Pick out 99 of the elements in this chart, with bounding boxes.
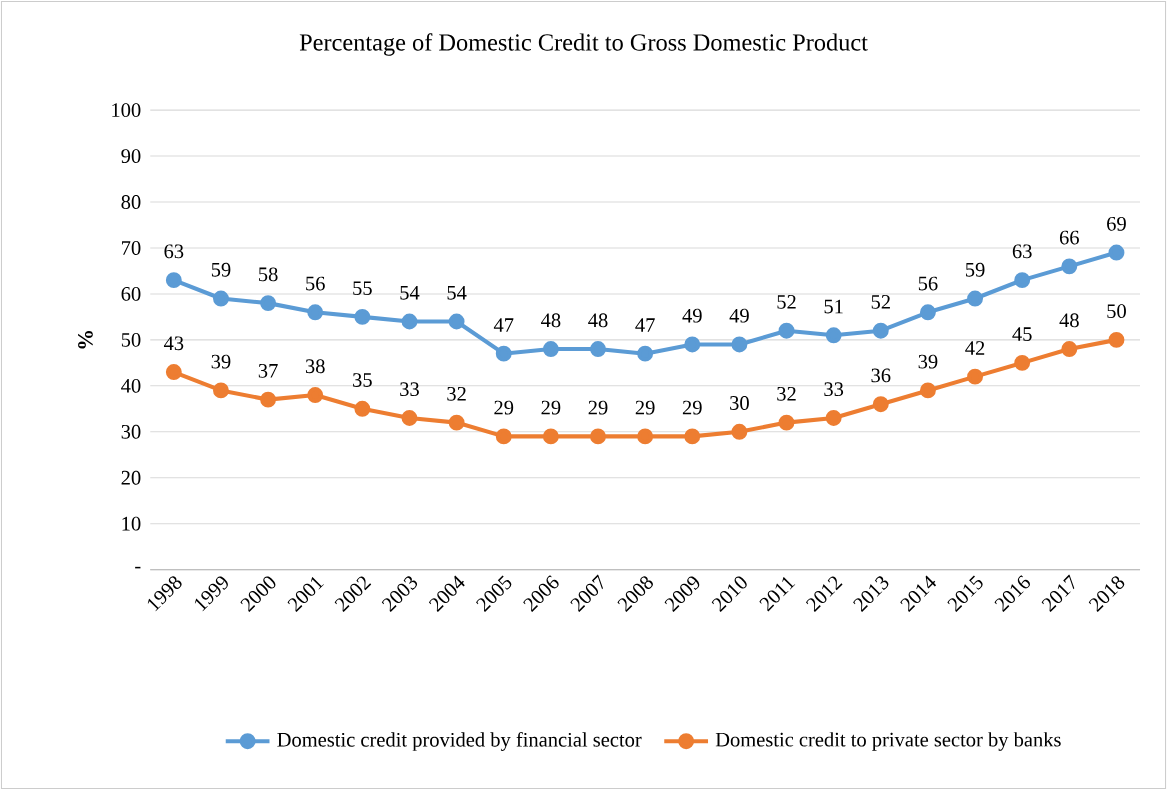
data-label: 39 (918, 354, 938, 369)
point (825, 410, 842, 426)
data-label: 49 (682, 308, 702, 323)
data-label: 56 (306, 276, 325, 291)
data-label: 29 (494, 400, 514, 415)
y-tick-label: 60 (121, 287, 141, 301)
data-label: 48 (1059, 313, 1079, 328)
point (542, 428, 559, 445)
point (1061, 258, 1078, 275)
y-tick-label: 40 (121, 378, 141, 393)
point (495, 428, 512, 445)
point (731, 423, 748, 440)
data-label: 59 (966, 262, 985, 277)
data-label: 50 (1107, 304, 1126, 319)
data-label: 49 (729, 308, 749, 323)
y-tick-label: 10 (122, 516, 141, 531)
data-label: 32 (447, 386, 466, 401)
point (1108, 244, 1125, 261)
point (731, 336, 748, 353)
data-label: 48 (588, 313, 608, 328)
data-label: 59 (211, 262, 231, 277)
data-label: 63 (164, 244, 184, 259)
point (448, 414, 465, 431)
point (260, 391, 277, 408)
data-label: 47 (493, 318, 514, 332)
data-label: 30 (730, 396, 749, 410)
data-label: 58 (259, 267, 278, 282)
point (213, 290, 229, 307)
point (967, 368, 984, 385)
y-tick-label: 100 (112, 103, 141, 118)
data-label: 69 (1107, 216, 1126, 231)
point (637, 345, 654, 362)
point (919, 382, 936, 399)
point (778, 414, 795, 431)
y-tick-label: 20 (121, 470, 141, 485)
data-label: 29 (635, 400, 655, 415)
point (260, 295, 277, 312)
y-tick-label: 80 (121, 195, 141, 209)
point (825, 327, 842, 344)
data-label: 47 (635, 318, 655, 332)
data-label: 54 (447, 285, 467, 300)
data-label: 43 (163, 336, 184, 351)
point (872, 322, 889, 339)
data-label: 33 (400, 382, 419, 397)
point (307, 387, 324, 404)
point (165, 272, 182, 289)
data-label: 55 (353, 281, 372, 296)
point (919, 304, 936, 321)
point (637, 428, 654, 445)
data-label: 51 (824, 299, 843, 314)
data-label: 54 (400, 285, 420, 300)
y-tick-label: 50 (121, 333, 141, 347)
data-label: 38 (305, 359, 325, 374)
data-label: 48 (541, 313, 561, 328)
data-label: 32 (777, 386, 796, 401)
point (495, 345, 512, 362)
y-tick-label: - (135, 566, 141, 569)
point (448, 313, 465, 330)
data-label: 29 (541, 400, 561, 415)
point (165, 364, 182, 381)
data-label: 29 (682, 400, 702, 415)
data-label: 52 (871, 295, 890, 309)
point (872, 396, 889, 413)
y-axis-title: % (78, 331, 93, 349)
point (1014, 354, 1031, 371)
point (778, 322, 795, 339)
data-label: 33 (824, 382, 844, 397)
y-tick-label: 90 (121, 149, 141, 164)
legend-label: Domestic credit to private sector by banks (715, 732, 1061, 751)
data-label: 66 (1059, 230, 1079, 245)
point (590, 428, 606, 445)
point (1108, 331, 1125, 348)
point (967, 290, 984, 307)
point (354, 400, 371, 417)
point (684, 428, 701, 445)
point (354, 309, 371, 325)
point (542, 341, 559, 358)
legend-label: Domestic credit provided by financial sector (277, 732, 642, 751)
chart-title: Percentage of Domestic Credit to Gross Domestic Product (299, 33, 868, 56)
point (590, 341, 606, 358)
point (213, 382, 229, 399)
data-label: 39 (211, 354, 231, 369)
y-tick-label: 70 (122, 241, 141, 255)
point (401, 313, 418, 330)
point (684, 336, 701, 353)
data-label: 52 (777, 295, 796, 309)
point (307, 304, 324, 321)
point (401, 410, 418, 426)
data-label: 37 (258, 364, 278, 378)
data-label: 42 (965, 341, 985, 355)
data-label: 36 (871, 368, 891, 383)
data-label: 29 (588, 400, 608, 415)
data-label: 56 (918, 276, 938, 291)
data-label: 45 (1012, 327, 1032, 342)
y-tick-label: 30 (121, 424, 141, 439)
point (1014, 272, 1031, 289)
data-label: 63 (1012, 244, 1032, 259)
point (1061, 341, 1078, 358)
data-label: 35 (353, 373, 372, 387)
